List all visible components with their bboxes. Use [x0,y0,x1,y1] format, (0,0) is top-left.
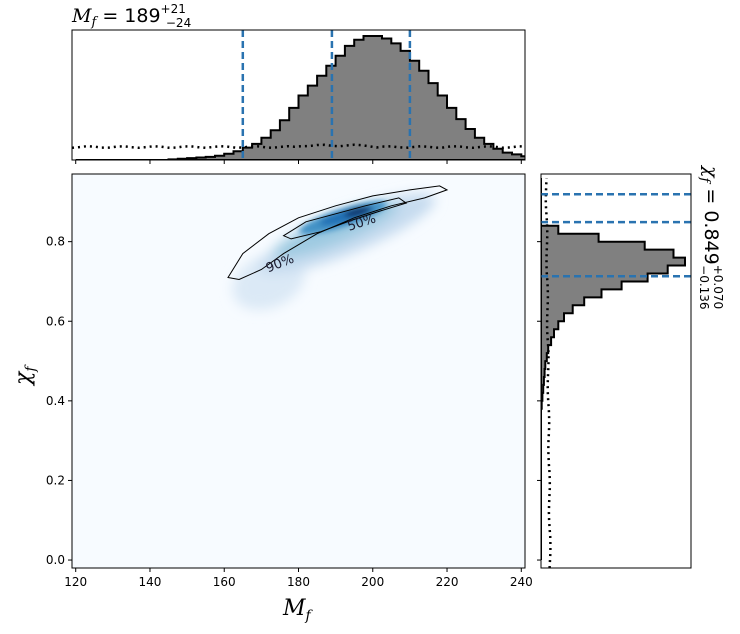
x-tick-label: 220 [436,575,459,589]
x-marginal-panel: Mf = 189+21 −24 [71,2,526,164]
x-tick-label: 180 [287,575,310,589]
y-marginal-panel: χf = 0.849+0.070−0.136 [537,164,725,569]
x-marginal-title: Mf = 189+21 −24 [71,2,191,30]
y-tick-label: 0.0 [46,553,65,567]
x-tick-label: 140 [139,575,162,589]
y-prior-curve [544,177,552,568]
x-prior-curve [72,143,525,150]
x-marginal-histogram [75,35,525,160]
y-axis-label: χf [11,364,39,387]
x-tick-label: 120 [64,575,87,589]
contour-90 [227,185,449,281]
x-tick-label: 160 [213,575,236,589]
y-marginal-title: χf = 0.849+0.070−0.136 [697,164,725,310]
x-tick-label: 200 [361,575,384,589]
x-tick-label: 240 [510,575,533,589]
y-tick-label: 0.8 [46,235,65,249]
density-core [299,201,387,235]
joint-density-panel: 50%90% 120 140 160 180 200 220 2400.00.20.40.6… [11,173,533,624]
y-tick-label: 0.6 [46,314,65,328]
y-marginal-histogram [541,177,686,561]
y-tick-label: 0.2 [46,473,65,487]
y-tick-label: 0.4 [46,394,65,408]
contour-50 [282,197,408,240]
x-axis-label: Mf [282,596,314,624]
